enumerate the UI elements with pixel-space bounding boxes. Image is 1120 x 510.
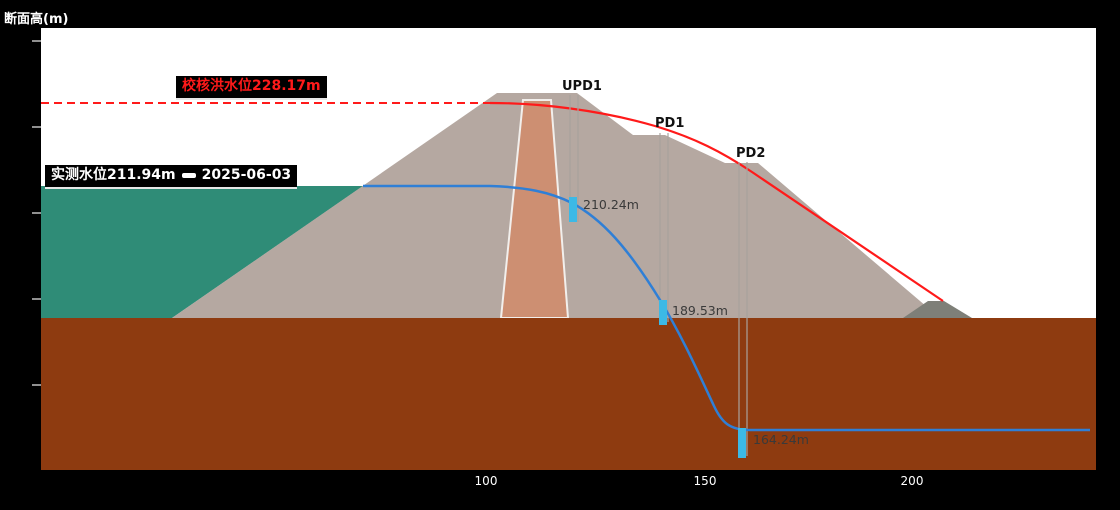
x-axis-tick-150: 150: [693, 474, 717, 488]
phreatic-line: [363, 184, 1090, 432]
flood-level-label: 校核洪水位228.17m: [176, 76, 327, 100]
piezometer-reading-pd1: 189.53m: [672, 303, 728, 318]
x-axis-tick-100: 100: [474, 474, 498, 488]
level-marker-pd1: [659, 300, 667, 325]
flood-level-curve: [489, 101, 944, 302]
x-axis-tick-200: 200: [900, 474, 924, 488]
piezometer-reading-upd1: 210.24m: [583, 197, 639, 212]
piezometer-label-pd2: PD2: [736, 146, 766, 161]
piezometer-label-pd1: PD1: [655, 116, 685, 131]
y-axis-ticks: [32, 40, 41, 386]
level-marker-pd2: [738, 428, 746, 458]
level-marker-upd1: [569, 197, 577, 222]
measured-level-legend[interactable]: 实测水位211.94m 2025-06-03: [45, 165, 298, 189]
piezometer-reading-pd2: 164.24m: [753, 432, 809, 447]
piezometer-label-upd1: UPD1: [562, 79, 602, 94]
legend-line-swatch: [181, 173, 196, 178]
reservoir-water-area: [41, 186, 363, 318]
measured-level-text: 实测水位211.94m: [51, 167, 176, 183]
y-axis-title: 断面高(m): [4, 12, 69, 27]
foundation-ground: [41, 318, 1096, 470]
rock-toe: [903, 301, 972, 318]
measured-date: 2025-06-03: [201, 167, 292, 183]
